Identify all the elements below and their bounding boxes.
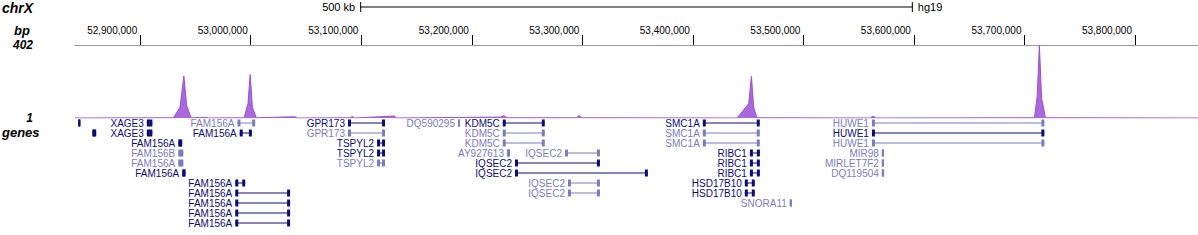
svg-text:chrX: chrX: [2, 0, 35, 16]
svg-text:XAGE3: XAGE3: [110, 117, 144, 129]
svg-text:XAGE3: XAGE3: [110, 127, 144, 139]
svg-text:500 kb: 500 kb: [322, 1, 355, 13]
svg-text:53,300,000: 53,300,000: [529, 25, 579, 36]
svg-text:53,800,000: 53,800,000: [1082, 25, 1132, 36]
svg-text:1: 1: [26, 111, 33, 125]
svg-text:HUWE1: HUWE1: [832, 127, 869, 139]
svg-text:bp: bp: [14, 23, 30, 38]
svg-text:53,000,000: 53,000,000: [198, 25, 248, 36]
svg-text:FAM156A: FAM156A: [190, 117, 235, 129]
svg-text:IQSEC2: IQSEC2: [475, 157, 512, 169]
svg-text:KDM5C: KDM5C: [464, 137, 500, 149]
svg-text:53,100,000: 53,100,000: [308, 25, 358, 36]
svg-text:53,600,000: 53,600,000: [861, 25, 911, 36]
svg-text:TSPYL2: TSPYL2: [337, 158, 375, 169]
svg-text:FAM156A: FAM156A: [131, 157, 176, 169]
svg-text:53,500,000: 53,500,000: [750, 25, 800, 36]
svg-text:IQSEC2: IQSEC2: [525, 148, 562, 159]
svg-text:FAM156A: FAM156A: [188, 218, 232, 229]
svg-text:TSPYL2: TSPYL2: [336, 147, 375, 159]
svg-text:SMC1A: SMC1A: [665, 117, 700, 129]
svg-text:HSD17B10: HSD17B10: [691, 177, 742, 189]
svg-text:FAM156B: FAM156B: [131, 147, 176, 159]
svg-text:FAM156A: FAM156A: [131, 137, 176, 149]
svg-text:RIBC1: RIBC1: [717, 167, 747, 179]
svg-text:402: 402: [12, 38, 33, 52]
svg-text:SMC1A: SMC1A: [665, 138, 700, 149]
svg-text:52,900,000: 52,900,000: [87, 25, 137, 36]
svg-text:IQSEC2: IQSEC2: [528, 188, 565, 199]
svg-text:DQ590295: DQ590295: [407, 118, 456, 129]
svg-text:MIR98: MIR98: [849, 147, 879, 159]
svg-text:53,700,000: 53,700,000: [971, 25, 1021, 36]
svg-text:HUWE1: HUWE1: [832, 117, 869, 129]
svg-text:FAM156A: FAM156A: [135, 168, 179, 179]
svg-text:HUWE1: HUWE1: [832, 137, 869, 149]
svg-text:FAM156A: FAM156A: [188, 197, 233, 209]
svg-text:IQSEC2: IQSEC2: [475, 168, 512, 179]
svg-text:HSD17B10: HSD17B10: [692, 188, 742, 199]
svg-text:FAM156A: FAM156A: [193, 128, 237, 139]
svg-text:SNORA11: SNORA11: [741, 198, 787, 209]
svg-text:RIBC1: RIBC1: [717, 157, 747, 169]
svg-text:GPR173: GPR173: [306, 127, 345, 139]
svg-text:FAM156A: FAM156A: [188, 187, 233, 199]
svg-text:FAM156A: FAM156A: [188, 207, 233, 219]
svg-text:RIBC1: RIBC1: [717, 147, 747, 159]
svg-text:TSPYL2: TSPYL2: [336, 137, 375, 149]
svg-text:53,200,000: 53,200,000: [419, 25, 469, 36]
svg-text:genes: genes: [1, 125, 40, 140]
svg-text:hg19: hg19: [918, 1, 942, 13]
svg-text:53,400,000: 53,400,000: [640, 25, 690, 36]
svg-text:KDM5C: KDM5C: [464, 127, 500, 139]
svg-text:SMC1A: SMC1A: [665, 127, 700, 139]
svg-text:GPR173: GPR173: [306, 117, 345, 129]
svg-text:AY927613: AY927613: [458, 147, 504, 159]
svg-text:FAM156A: FAM156A: [188, 177, 233, 189]
svg-text:IQSEC2: IQSEC2: [528, 177, 565, 189]
svg-text:MIRLET7F2: MIRLET7F2: [825, 157, 879, 169]
svg-text:DQ119504: DQ119504: [831, 168, 879, 179]
svg-text:KDM5C: KDM5C: [464, 117, 500, 129]
